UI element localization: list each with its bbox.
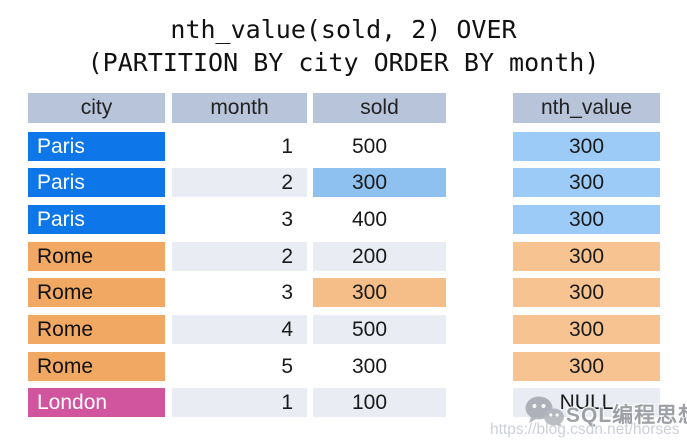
cell-sold: 300 — [351, 354, 388, 378]
wechat-chat-bubbles-icon — [524, 394, 565, 433]
column-header-month: month — [172, 93, 307, 123]
table-row: Rome 2 200 300 — [0, 242, 687, 271]
cell-month: 3 — [281, 207, 293, 231]
cell-city: London — [28, 388, 165, 417]
cell-month: 1 — [281, 134, 293, 158]
cell-sold-second-value-highlight: 300 — [313, 278, 446, 307]
cell-city: Paris — [28, 132, 165, 161]
watermark: SQL编程思想 — [524, 394, 687, 433]
cell-sold: 200 — [313, 242, 446, 271]
table-row: Rome 5 300 300 — [0, 352, 687, 381]
cell-month: 2 — [172, 168, 307, 197]
cell-month: 2 — [172, 242, 307, 271]
cell-sold: 500 — [313, 315, 446, 344]
cell-nth-value: 300 — [513, 278, 660, 307]
table-row: Paris 1 500 300 — [0, 132, 687, 161]
cell-nth-value: 300 — [513, 315, 660, 344]
cell-city: Rome — [28, 242, 165, 271]
cell-nth-value: 300 — [513, 242, 660, 271]
watermark-url: https://blog.csdn.net/horses — [490, 421, 680, 438]
cell-nth-value: 300 — [513, 205, 660, 234]
table-row: Rome 4 500 300 — [0, 315, 687, 344]
cell-sold: 400 — [351, 207, 388, 231]
sql-expression-title-line1: nth_value(sold, 2) OVER — [170, 15, 517, 44]
column-header-sold: sold — [313, 93, 446, 123]
watermark-brand-text: SQL编程思想 — [566, 403, 687, 427]
sql-expression-title-line2: (PARTITION BY city ORDER BY month) — [87, 48, 600, 77]
table-row: Rome 3 300 300 — [0, 278, 687, 307]
table-header-row: city month sold nth_value — [0, 93, 687, 123]
cell-month: 5 — [281, 354, 293, 378]
cell-sold: 100 — [313, 388, 446, 417]
cell-city: Paris — [28, 168, 165, 197]
cell-city: Paris — [28, 205, 165, 234]
cell-sold: 500 — [351, 134, 388, 158]
cell-city: Rome — [28, 278, 165, 307]
table-row: Paris 2 300 300 — [0, 168, 687, 197]
cell-sold-second-value-highlight: 300 — [313, 168, 446, 197]
cell-nth-value: 300 — [513, 352, 660, 381]
cell-city: Rome — [28, 315, 165, 344]
cell-month: 1 — [172, 388, 307, 417]
column-header-city: city — [28, 93, 165, 123]
cell-nth-value: 300 — [513, 168, 660, 197]
sql-expression-title: nth_value(sold, 2) OVER (PARTITION BY ci… — [0, 13, 687, 79]
cell-nth-value: 300 — [513, 132, 660, 161]
cell-city: Rome — [28, 352, 165, 381]
column-header-nth-value: nth_value — [513, 93, 660, 123]
cell-month: 3 — [281, 280, 293, 304]
table-row: Paris 3 400 300 — [0, 205, 687, 234]
cell-month: 4 — [172, 315, 307, 344]
